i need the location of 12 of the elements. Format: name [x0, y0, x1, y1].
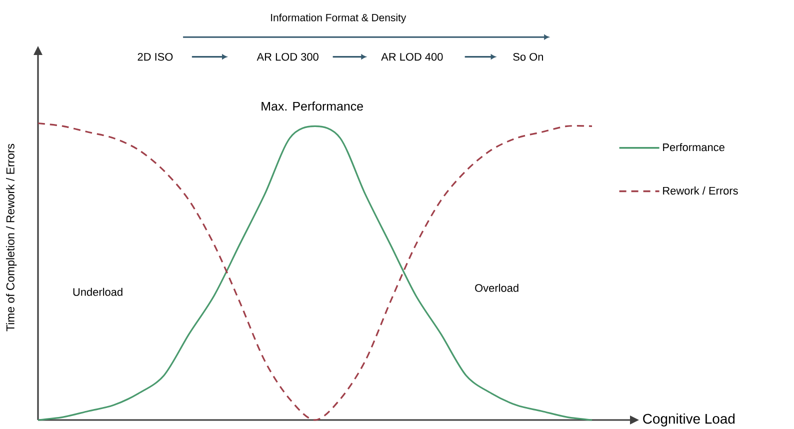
annotation: Underload — [73, 288, 122, 296]
text: AR LOD 300 — [256, 52, 318, 61]
text: So On — [513, 52, 543, 61]
legend-label: Rework / Errors — [663, 186, 738, 195]
text: AR LOD 400 — [381, 52, 443, 61]
text: Information Format & Density — [271, 14, 406, 24]
x-axis-title: Cognitive Load — [643, 413, 735, 426]
text: Max. Performance — [262, 102, 363, 111]
y-axis-title: Time of Completion / Rework / Errors — [6, 144, 17, 332]
annotation: Overload — [475, 284, 518, 292]
text: 2D ISO — [138, 52, 173, 61]
legend-label: Performance — [663, 143, 724, 152]
